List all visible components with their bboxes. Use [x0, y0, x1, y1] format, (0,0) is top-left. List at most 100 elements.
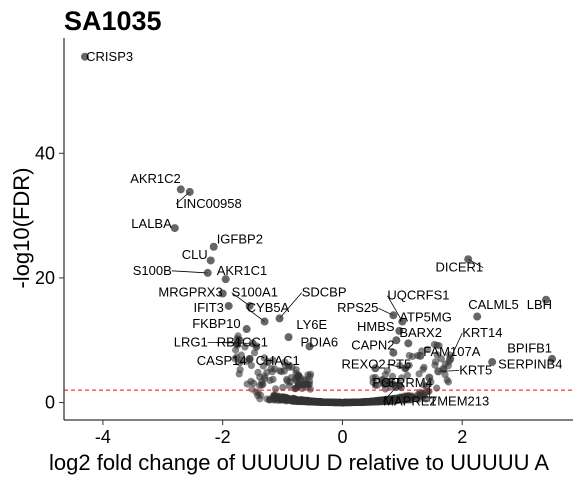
labeled-point: [416, 351, 425, 360]
data-point: [266, 376, 274, 384]
gene-label: IFIT3: [194, 300, 224, 315]
labeled-point: [392, 336, 401, 345]
labeled-point: [380, 379, 389, 388]
label-connector: [216, 342, 253, 344]
data-point: [280, 367, 288, 375]
x-tick-label: 0: [337, 427, 347, 447]
gene-label: TMEM213: [429, 394, 489, 409]
gene-label: BPIFB1: [507, 341, 552, 356]
data-point: [300, 381, 308, 389]
data-point: [279, 383, 287, 391]
labeled-point: [305, 342, 314, 351]
gene-label: REXO2: [341, 356, 385, 371]
data-point: [247, 361, 255, 370]
gene-label: AKR1C1: [217, 263, 268, 278]
data-point: [444, 378, 452, 386]
data-point: [414, 395, 422, 403]
gene-label: LRG1: [174, 334, 208, 349]
data-point: [419, 365, 427, 373]
labeled-point: [218, 289, 227, 298]
data-point: [241, 343, 249, 351]
data-point: [289, 397, 297, 405]
data-point: [433, 341, 441, 349]
gene-label: FKBP10: [192, 316, 240, 331]
labeled-point: [203, 268, 212, 277]
labeled-point: [245, 354, 254, 363]
data-point: [432, 358, 440, 366]
data-point: [420, 381, 428, 389]
gene-label: MRGPRX3: [158, 285, 222, 300]
data-point: [391, 397, 399, 405]
gene-label: SDCBP: [302, 285, 347, 300]
labeled-point: [434, 367, 443, 376]
gene-label: HMBS: [357, 319, 395, 334]
y-tick-label: 0: [45, 393, 55, 413]
y-tick-label: 40: [35, 143, 55, 163]
gene-label: PDIA6: [301, 334, 339, 349]
data-point: [326, 398, 334, 407]
gene-label: AKR1C2: [130, 171, 181, 186]
data-point: [402, 395, 410, 403]
data-point: [388, 372, 397, 380]
labeled-point: [263, 358, 272, 367]
data-point: [403, 371, 411, 379]
data-point: [254, 368, 262, 376]
data-point: [233, 353, 241, 361]
x-tick-label: -4: [95, 427, 111, 447]
gene-label: LY6E: [296, 317, 327, 332]
gene-label: ATP5MG: [399, 310, 452, 325]
x-axis-title: log2 fold change of UUUUU D relative to …: [49, 450, 549, 475]
data-point: [373, 397, 381, 405]
data-point: [306, 397, 314, 406]
labeled-point: [221, 275, 230, 284]
data-point: [254, 389, 262, 397]
labeled-point: [392, 382, 401, 391]
labeled-point: [185, 187, 194, 196]
gene-label: UQCRFS1: [387, 288, 449, 303]
gene-label: PT5: [387, 356, 411, 371]
labeled-point: [206, 256, 215, 265]
data-point: [283, 394, 291, 402]
labeled-point: [245, 301, 254, 310]
labeled-point: [446, 354, 455, 363]
data-point: [272, 385, 280, 393]
gene-label: CYB5A: [247, 300, 290, 315]
data-point: [270, 396, 278, 404]
data-point: [373, 381, 382, 389]
gene-label: SERPINB4: [498, 356, 562, 371]
labeled-point: [284, 333, 293, 342]
data-point: [276, 396, 284, 404]
gene-label: CASP14: [197, 353, 247, 368]
x-tick-label: -2: [215, 427, 231, 447]
labeled-point: [464, 255, 473, 264]
data-point: [417, 389, 425, 397]
labeled-point: [488, 358, 497, 367]
labeled-point: [389, 348, 398, 357]
gene-label: S100A1: [232, 285, 278, 300]
gene-label: IGFBP2: [217, 232, 263, 247]
data-point: [256, 395, 264, 403]
label-connector: [171, 270, 208, 274]
gene-label: RB1CC1: [217, 334, 268, 349]
data-point: [369, 374, 377, 382]
data-point: [365, 398, 373, 406]
labeled-point: [389, 311, 398, 320]
gene-label: CALML5: [468, 297, 519, 312]
gene-label: FAM107A: [423, 344, 480, 359]
data-point: [354, 398, 362, 406]
gene-label: DICER1: [435, 260, 483, 275]
data-point: [288, 363, 296, 371]
data-point: [268, 368, 276, 376]
data-point: [383, 367, 391, 375]
data-point: [235, 370, 243, 378]
labeled-point: [209, 242, 218, 251]
labeled-point: [401, 364, 410, 373]
gene-label: LALBA: [131, 216, 172, 231]
data-point: [295, 372, 303, 380]
labeled-point: [404, 339, 413, 348]
data-point: [405, 351, 413, 360]
data-point: [333, 398, 341, 407]
data-point: [263, 395, 271, 403]
data-point: [437, 355, 445, 363]
data-point: [398, 374, 406, 382]
